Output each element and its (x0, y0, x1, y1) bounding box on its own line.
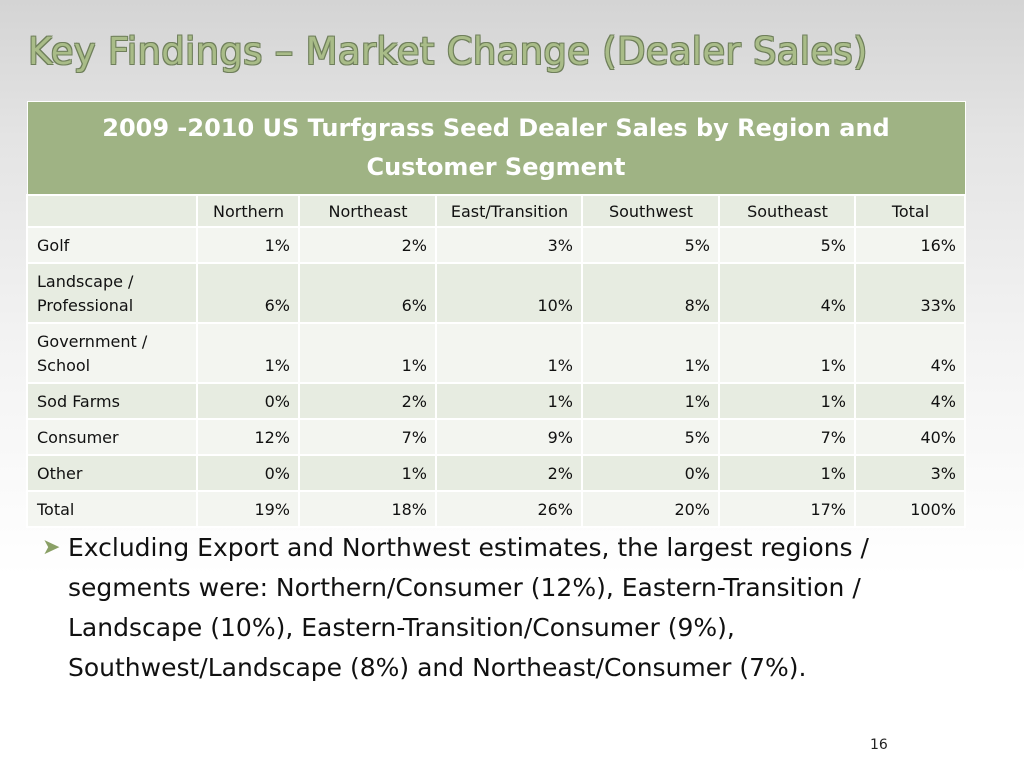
key-finding-bullet: ➤ Excluding Export and Northwest estimat… (42, 528, 982, 688)
arrow-bullet-icon: ➤ (42, 535, 61, 560)
table-cell: 1% (718, 382, 856, 420)
table-cell: 4% (854, 322, 966, 384)
table-cell: 0% (196, 382, 300, 420)
table-cell: 100% (854, 490, 966, 528)
table-caption: 2009 -2010 US Turfgrass Seed Dealer Sale… (26, 101, 966, 196)
table-cell: 1% (435, 382, 583, 420)
table-cell: 1% (196, 322, 300, 384)
table-row: Golf 1% 2% 3% 5% 5% 16% (26, 226, 966, 264)
column-header: Northeast (298, 194, 437, 228)
table-cell: 3% (435, 226, 583, 264)
table-row: Landscape / Professional 6% 6% 10% 8% 4%… (26, 262, 966, 324)
row-label: Consumer (26, 418, 198, 456)
sales-table: 2009 -2010 US Turfgrass Seed Dealer Sale… (26, 101, 966, 528)
bullet-text: Excluding Export and Northwest estimates… (68, 533, 869, 682)
page-number: 16 (870, 737, 888, 753)
table-cell: 1% (435, 322, 583, 384)
table-cell: 20% (581, 490, 720, 528)
table-cell: 2% (435, 454, 583, 492)
table-row: Other 0% 1% 2% 0% 1% 3% (26, 454, 966, 492)
table-cell: 3% (854, 454, 966, 492)
table-cell: 1% (196, 226, 300, 264)
table-cell: 8% (581, 262, 720, 324)
table-cell: 1% (581, 322, 720, 384)
table-cell: 1% (718, 322, 856, 384)
table-cell: 1% (298, 454, 437, 492)
table-cell: 12% (196, 418, 300, 456)
table-cell: 7% (718, 418, 856, 456)
table-cell: 4% (718, 262, 856, 324)
table-cell: 5% (718, 226, 856, 264)
table-cell: 18% (298, 490, 437, 528)
table-row: Sod Farms 0% 2% 1% 1% 1% 4% (26, 382, 966, 420)
row-label: Other (26, 454, 198, 492)
table-cell: 1% (718, 454, 856, 492)
table-cell: 6% (196, 262, 300, 324)
table-total-row: Total 19% 18% 26% 20% 17% 100% (26, 490, 966, 528)
row-label: Sod Farms (26, 382, 198, 420)
table-cell: 17% (718, 490, 856, 528)
table-cell: 7% (298, 418, 437, 456)
table-cell: 1% (581, 382, 720, 420)
row-label: Golf (26, 226, 198, 264)
table-header-row: Northern Northeast East/Transition South… (26, 194, 966, 228)
column-header: Southeast (718, 194, 856, 228)
column-header: Northern (196, 194, 300, 228)
row-label: Landscape / Professional (26, 262, 198, 324)
table-cell: 10% (435, 262, 583, 324)
column-header: East/Transition (435, 194, 583, 228)
table-cell: 6% (298, 262, 437, 324)
row-label: Government / School (26, 322, 198, 384)
table-cell: 33% (854, 262, 966, 324)
slide-title: Key Findings – Market Change (Dealer Sal… (28, 30, 868, 73)
table-cell: 0% (196, 454, 300, 492)
table-row: Consumer 12% 7% 9% 5% 7% 40% (26, 418, 966, 456)
table-cell: 0% (581, 454, 720, 492)
table-cell: 2% (298, 382, 437, 420)
table-cell: 2% (298, 226, 437, 264)
table-row: Government / School 1% 1% 1% 1% 1% 4% (26, 322, 966, 384)
table-cell: 4% (854, 382, 966, 420)
table-cell: 40% (854, 418, 966, 456)
table-cell: 9% (435, 418, 583, 456)
row-label: Total (26, 490, 198, 528)
table-cell: 19% (196, 490, 300, 528)
table-cell: 26% (435, 490, 583, 528)
column-header (26, 194, 198, 228)
column-header: Total (854, 194, 966, 228)
table-cell: 16% (854, 226, 966, 264)
table-cell: 1% (298, 322, 437, 384)
table-cell: 5% (581, 226, 720, 264)
table-cell: 5% (581, 418, 720, 456)
column-header: Southwest (581, 194, 720, 228)
sales-table-container: 2009 -2010 US Turfgrass Seed Dealer Sale… (26, 101, 966, 528)
